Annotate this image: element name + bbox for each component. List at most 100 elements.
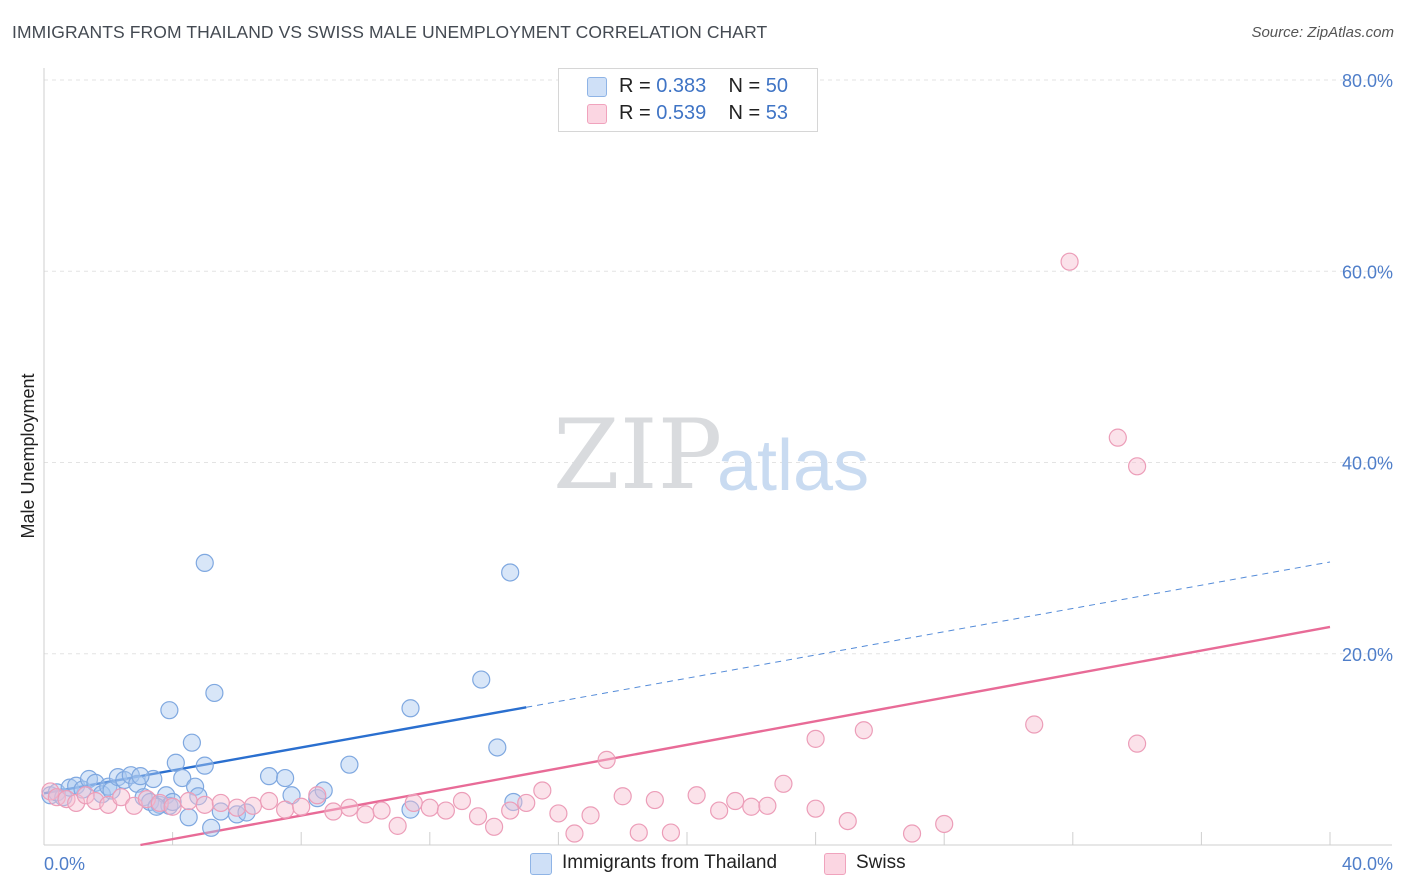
legend-n-label: N =: [728, 102, 766, 124]
legend-swatch-swiss: [587, 104, 607, 124]
watermark-zip: ZIP: [553, 399, 722, 511]
trend-swiss: [140, 625, 1331, 847]
point-thailand: [131, 767, 150, 786]
point-swiss: [806, 799, 825, 818]
point-thailand: [237, 803, 256, 822]
point-swiss: [404, 793, 423, 813]
point-swiss: [687, 786, 706, 805]
point-swiss: [806, 729, 825, 748]
point-thailand: [179, 808, 198, 827]
point-thailand: [173, 768, 192, 788]
point-swiss: [356, 805, 375, 824]
point-swiss: [112, 788, 131, 807]
point-swiss: [565, 824, 584, 843]
point-swiss: [324, 802, 343, 821]
y-tick-label: 80.0%: [1342, 71, 1393, 91]
tick-labels: 20.0% 40.0% 60.0% 80.0% 0.0% 40.0% Male Unempl…: [18, 71, 1393, 874]
point-thailand: [195, 756, 214, 775]
legend-r-label: R =: [619, 75, 657, 97]
legend-r-label: R =: [619, 102, 657, 124]
x-tick-label: 40.0%: [1342, 854, 1393, 874]
legend-swatch-thailand: [587, 77, 607, 97]
point-swiss: [468, 807, 488, 826]
y-tick-label: 20.0%: [1342, 645, 1393, 665]
point-thailand: [401, 699, 420, 718]
chart-title: IMMIGRANTS FROM THAILAND VS SWISS MALE U…: [12, 22, 768, 42]
point-swiss: [388, 816, 407, 835]
point-swiss: [276, 800, 295, 819]
point-swiss: [581, 806, 600, 825]
point-swiss: [195, 795, 214, 814]
point-thailand: [501, 563, 520, 582]
point-swiss: [76, 786, 95, 805]
x-tick-label: 0.0%: [44, 854, 85, 874]
point-thailand: [488, 738, 507, 757]
point-swiss: [452, 791, 472, 811]
point-swiss: [742, 797, 761, 816]
point-thailand: [182, 733, 201, 752]
point-swiss: [902, 824, 922, 843]
point-swiss: [1025, 715, 1044, 734]
point-thailand: [340, 755, 359, 774]
legend-bottom-swatch-thailand: [530, 853, 552, 875]
watermark-atlas: atlas: [717, 426, 869, 506]
point-swiss: [533, 781, 552, 800]
point-swiss: [661, 823, 681, 842]
point-thailand: [205, 683, 224, 703]
legend-top: R = 0.383 N = 50 R = 0.539 N = 53: [558, 68, 818, 132]
point-thailand: [472, 670, 491, 689]
point-swiss: [726, 791, 745, 811]
source-label: Source: ZipAtlas.com: [1251, 24, 1394, 41]
point-swiss: [340, 798, 359, 817]
trend-lines: [43, 561, 1331, 847]
point-swiss: [629, 823, 648, 842]
trend-thailand: [43, 706, 527, 795]
point-swiss: [597, 750, 616, 769]
y-tick-label: 60.0%: [1342, 262, 1393, 282]
point-swiss: [67, 793, 86, 813]
point-swiss: [163, 797, 182, 816]
point-thailand: [202, 818, 221, 837]
legend-n-label: N =: [728, 75, 766, 97]
point-swiss: [935, 814, 954, 834]
legend-bottom-label: Swiss: [856, 852, 906, 873]
point-swiss: [179, 791, 198, 811]
point-thailand: [259, 767, 279, 786]
point-thailand: [276, 768, 295, 788]
y-tick-label: 40.0%: [1342, 454, 1393, 474]
point-thailand: [166, 753, 185, 772]
point-swiss: [549, 804, 568, 823]
data-points: [41, 252, 1147, 843]
point-swiss: [227, 798, 246, 817]
point-swiss: [292, 797, 311, 816]
axes: [43, 68, 1392, 846]
point-swiss: [308, 786, 327, 805]
point-swiss: [243, 796, 263, 815]
legend-bottom-label: Immigrants from Thailand: [562, 852, 778, 873]
point-swiss: [710, 801, 729, 820]
point-swiss: [259, 791, 279, 811]
point-thailand: [195, 553, 214, 573]
point-swiss: [485, 817, 504, 836]
point-swiss: [1060, 252, 1079, 271]
point-swiss: [774, 774, 793, 793]
point-swiss: [838, 811, 857, 831]
point-swiss: [57, 789, 76, 809]
point-swiss: [1127, 734, 1147, 753]
point-thailand: [160, 701, 179, 720]
point-swiss: [1108, 428, 1127, 447]
point-swiss: [613, 787, 632, 806]
point-swiss: [758, 796, 777, 815]
point-swiss: [436, 801, 455, 820]
legend-r-value: 0.383: [656, 75, 707, 97]
point-swiss: [854, 721, 873, 740]
point-swiss: [1127, 457, 1147, 476]
point-swiss: [645, 790, 664, 810]
point-swiss: [517, 793, 536, 813]
point-thailand: [163, 792, 182, 812]
point-swiss: [372, 801, 391, 820]
legend-n-value: 50: [765, 75, 789, 97]
point-swiss: [211, 793, 230, 813]
